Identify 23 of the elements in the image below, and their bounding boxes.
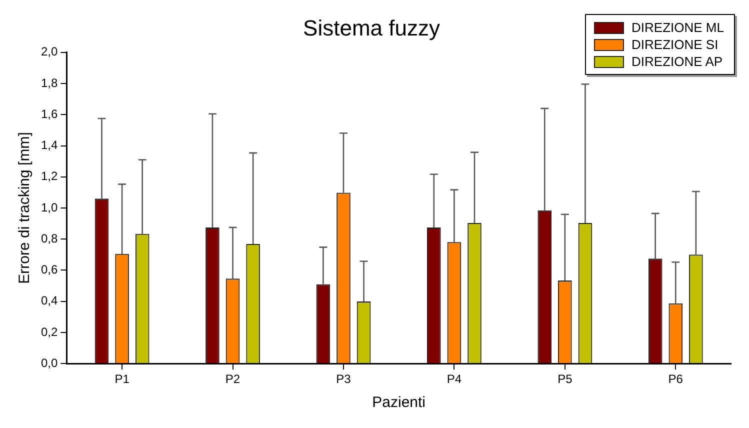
x-tick-label: P3: [336, 372, 352, 386]
legend-label: DIREZIONE AP: [632, 54, 723, 69]
y-tick-label: 1,4: [40, 138, 58, 152]
y-tick-label: 2,0: [40, 44, 58, 59]
y-tick-label: 1,0: [40, 200, 58, 214]
legend-label: DIREZIONE ML: [632, 20, 724, 35]
x-tick-label: P6: [668, 372, 684, 386]
x-tick-label: P4: [446, 372, 462, 386]
x-tick-label: P1: [114, 372, 130, 386]
y-tick-label: 1,8: [40, 76, 58, 90]
x-tick-label: P5: [558, 372, 573, 386]
y-tick-label: 0,2: [40, 324, 58, 339]
y-tick-label: 1,2: [40, 169, 58, 184]
legend-label: DIREZIONE SI: [632, 37, 718, 52]
y-axis-title: Errore di tracking [mm]: [16, 132, 34, 284]
y-tick-label: 0,0: [40, 356, 58, 370]
chart-title: Sistema fuzzy: [303, 15, 440, 40]
y-tick-label: 1,6: [40, 106, 58, 121]
y-tick-label: 0,4: [40, 294, 58, 308]
x-tick-label: P2: [225, 372, 240, 386]
y-tick-label: 0,8: [40, 231, 58, 246]
x-axis-title: Pazienti: [372, 394, 426, 412]
y-tick-label: 0,6: [40, 262, 58, 277]
